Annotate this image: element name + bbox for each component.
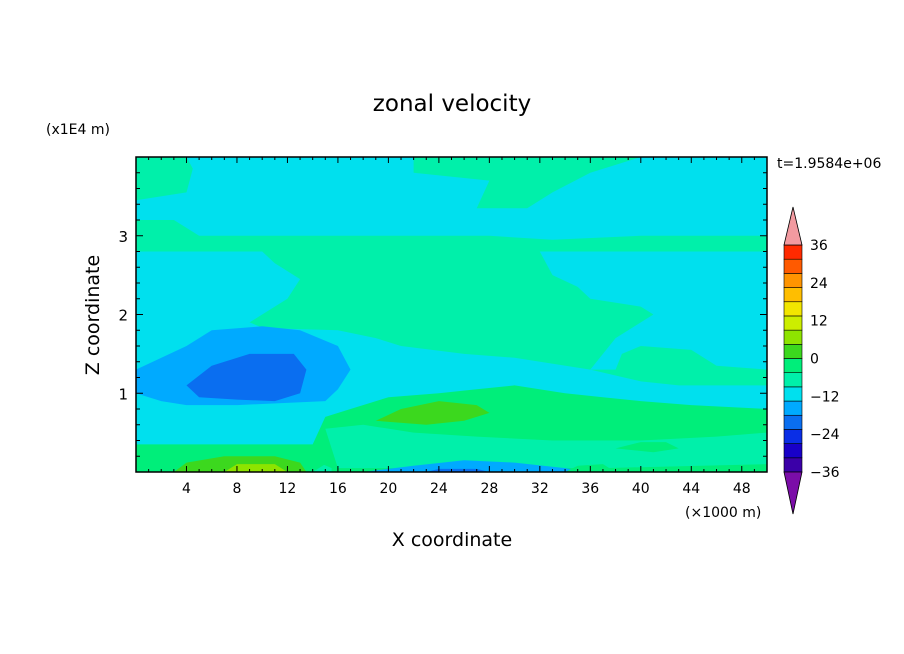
colorbar-segment-14 — [783, 258, 803, 274]
x-tick-label-48: 48 — [733, 481, 751, 497]
contour-region-14 — [426, 468, 490, 472]
y-tick-label-3: 3 — [118, 228, 128, 246]
x-axis: 4 8 12 16 20 24 28 32 36 40 44 48 — [148, 157, 755, 497]
colorbar-label-5: −24 — [810, 427, 840, 443]
x-tick-label-8: 8 — [232, 481, 241, 497]
colorbar-segment-4 — [783, 400, 803, 416]
contour-region-16 — [615, 442, 679, 453]
colorbar-segment-13 — [783, 273, 803, 288]
time-label: t=1.9584e+06 — [777, 156, 881, 172]
colorbar-label-2: 12 — [810, 314, 828, 330]
colorbar-label-1: 24 — [810, 276, 828, 292]
x-tick-label-20: 20 — [379, 481, 397, 497]
contour-region-5 — [186, 353, 307, 402]
colorbar-segment-11 — [783, 301, 803, 317]
contour-region-1 — [136, 157, 767, 240]
chart-title: zonal velocity — [373, 91, 531, 117]
x-tick-label-16: 16 — [329, 481, 347, 497]
colorbar-label-4: −12 — [810, 389, 840, 405]
colorbar-max-arrow — [783, 206, 803, 246]
x-tick-label-32: 32 — [531, 481, 549, 497]
x-tick-label-4: 4 — [182, 481, 191, 497]
colorbar-segment-12 — [783, 287, 803, 303]
x-tick-label-36: 36 — [581, 481, 599, 497]
y-tick-label-2: 2 — [118, 307, 128, 325]
colorbar-min-arrow — [783, 471, 803, 515]
colorbar-segment-0 — [783, 457, 803, 473]
contour-region-7 — [325, 424, 767, 469]
colorbar: 36 24 12 0 −12 −24 −36 — [783, 206, 840, 515]
x-axis-label: X coordinate — [392, 529, 512, 551]
colorbar-label-3: 0 — [810, 352, 819, 368]
colorbar-segment-1 — [783, 443, 803, 459]
x-tick-label-44: 44 — [682, 481, 700, 497]
y-axis-label: Z coordinate — [82, 255, 104, 375]
colorbar-segment-6 — [783, 372, 803, 388]
contour-regions — [136, 157, 767, 472]
colorbar-segment-2 — [783, 429, 803, 444]
colorbar-segment-10 — [783, 315, 803, 331]
colorbar-label-6: −36 — [810, 465, 840, 481]
colorbar-label-0: 36 — [810, 238, 828, 254]
x-tick-label-40: 40 — [632, 481, 650, 497]
contour-region-12 — [224, 464, 288, 472]
colorbar-segment-7 — [783, 358, 803, 373]
contour-region-8 — [375, 401, 490, 425]
x-unit-label: (×1000 m) — [685, 505, 761, 521]
colorbar-segment-5 — [783, 386, 803, 402]
y-axis: 1 2 3 — [118, 172, 767, 457]
x-tick-label-12: 12 — [279, 481, 297, 497]
colorbar-segment-9 — [783, 329, 803, 345]
x-tick-label-28: 28 — [480, 481, 498, 497]
y-unit-label: (x1E4 m) — [46, 122, 110, 138]
colorbar-segment-15 — [783, 244, 803, 260]
contour-region-13 — [363, 460, 591, 472]
x-tick-label-24: 24 — [430, 481, 448, 497]
colorbar-segment-3 — [783, 414, 803, 430]
colorbar-segment-8 — [783, 344, 803, 359]
contour-region-3 — [539, 251, 767, 370]
y-tick-label-1: 1 — [118, 385, 128, 403]
